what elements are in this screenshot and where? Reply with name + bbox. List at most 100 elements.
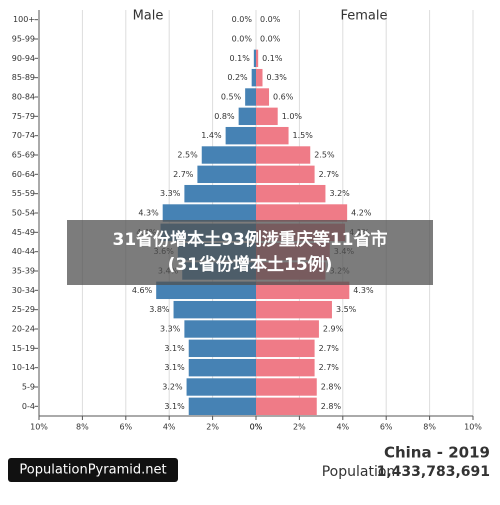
x-tick-label: 2% (206, 423, 219, 432)
population-label: Population: (322, 464, 400, 480)
y-tick-label: 80-84 (12, 93, 35, 102)
x-tick-label: 10% (30, 423, 48, 432)
value-label: 3.2% (162, 383, 183, 392)
value-label: 0.6% (273, 93, 294, 102)
y-tick-label: 0-4 (22, 402, 35, 411)
y-tick-label: 35-39 (12, 267, 35, 276)
series-name: Male (133, 9, 164, 24)
y-tick-label: 85-89 (12, 73, 35, 82)
bar (184, 320, 256, 338)
bar (188, 358, 256, 377)
population-value: 1,433,783,691 (377, 464, 490, 480)
x-tick-label: 0% (250, 423, 263, 432)
value-label: 0.8% (214, 112, 235, 121)
y-tick-label: 55-59 (12, 189, 35, 198)
x-tick-label: 4% (163, 423, 176, 432)
bar (256, 378, 317, 396)
bar (238, 107, 256, 126)
bar (256, 184, 326, 203)
value-label: 2.7% (319, 363, 340, 372)
y-tick-label: 30-34 (12, 286, 35, 295)
bar (256, 88, 270, 106)
y-tick-label: 75-79 (12, 112, 35, 121)
source: PopulationPyramid.net (19, 463, 166, 478)
y-tick-label: 90-94 (12, 54, 35, 63)
y-tick-label: 100+ (13, 15, 35, 24)
value-label: 0.2% (227, 73, 248, 82)
value-label: 0.0% (260, 15, 281, 24)
x-tick-label: 10% (464, 423, 482, 432)
value-label: 3.1% (164, 402, 185, 411)
x-tick-label: 2% (293, 423, 306, 432)
series-name: Female (340, 9, 387, 24)
value-label: 2.7% (319, 170, 340, 179)
value-label: 0.1% (262, 54, 283, 63)
y-tick-label: 95-99 (12, 35, 35, 44)
y-tick-label: 25-29 (12, 305, 35, 314)
x-tick-label: 6% (119, 423, 132, 432)
value-label: 0.0% (232, 35, 253, 44)
y-tick-label: 20-24 (12, 325, 35, 334)
value-label: 1.4% (201, 131, 222, 140)
value-label: 3.8% (149, 305, 170, 314)
bar (256, 126, 289, 145)
y-tick-label: 65-69 (12, 151, 35, 160)
bar (184, 184, 256, 203)
source-badge (8, 458, 178, 482)
value-label: 0.5% (221, 93, 242, 102)
y-tick-label: 60-64 (12, 170, 35, 179)
bar (256, 339, 315, 358)
bar (256, 358, 315, 377)
overlay-text: 31省份增本土93例涉重庆等11省市 (113, 229, 388, 250)
bar (256, 107, 278, 126)
bar (225, 126, 256, 145)
value-label: 3.3% (160, 325, 181, 334)
bar (197, 165, 256, 184)
y-tick-label: 70-74 (12, 131, 35, 140)
value-label: 2.8% (321, 402, 342, 411)
value-label: 4.3% (138, 209, 159, 218)
y-tick-label: 50-54 (12, 209, 35, 218)
overlay-text: (31省份增本土15例) (168, 254, 333, 275)
bar (186, 378, 256, 396)
x-tick-label: 6% (380, 423, 393, 432)
x-tick-label: 8% (423, 423, 436, 432)
value-label: 2.9% (323, 325, 344, 334)
value-label: 3.1% (164, 344, 185, 353)
bar (156, 281, 256, 300)
bar (256, 300, 332, 319)
value-label: 1.5% (293, 131, 314, 140)
value-label: 3.1% (164, 363, 185, 372)
value-label: 0.1% (230, 54, 251, 63)
x-tick-label: 4% (336, 423, 349, 432)
value-label: 2.5% (314, 151, 335, 160)
bar (256, 281, 350, 300)
value-label: 0.0% (232, 15, 253, 24)
y-tick-label: 15-19 (12, 344, 35, 353)
value-label: 4.3% (353, 286, 374, 295)
bar (256, 146, 311, 164)
bar (256, 49, 259, 68)
region-title: China - 2019 (384, 444, 490, 462)
value-label: 2.8% (321, 383, 342, 392)
bar (256, 397, 317, 416)
bar (256, 320, 319, 338)
bar (188, 339, 256, 358)
overlay-box (67, 220, 433, 285)
value-label: 4.2% (351, 209, 372, 218)
value-label: 3.5% (336, 305, 357, 314)
y-tick-label: 45-49 (12, 228, 35, 237)
value-label: 0.0% (260, 35, 281, 44)
bar (162, 204, 256, 222)
value-label: 1.0% (282, 112, 303, 121)
y-tick-label: 10-14 (12, 363, 35, 372)
bar (253, 49, 256, 68)
bar (251, 68, 256, 87)
value-label: 2.7% (319, 344, 340, 353)
x-tick-label: 8% (76, 423, 89, 432)
bar (173, 300, 256, 319)
bar (201, 146, 256, 164)
value-label: 4.6% (132, 286, 153, 295)
bar (256, 68, 263, 87)
